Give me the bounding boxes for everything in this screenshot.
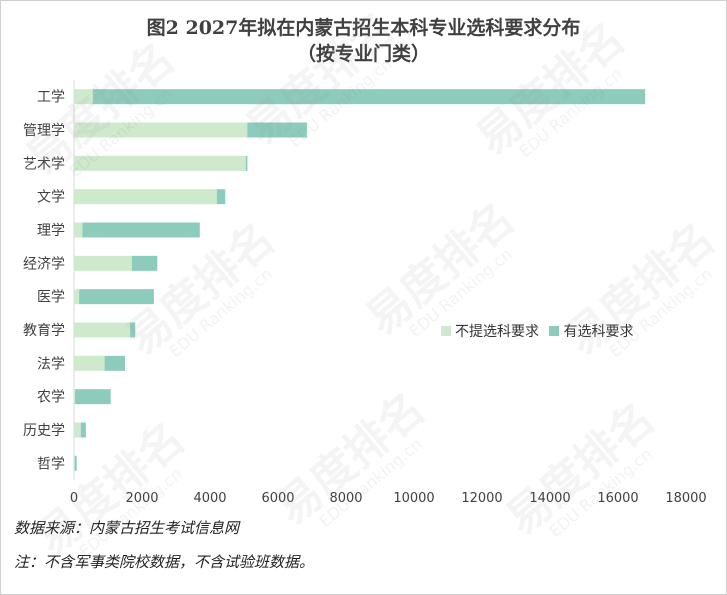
bar-segment [104,355,125,371]
bar-segment [74,89,93,105]
bar-segment [82,222,200,238]
bar-segment [247,122,307,138]
category-label: 法学 [37,356,65,372]
bar-segment [130,322,136,338]
legend-swatch-no-requirement [441,326,451,336]
bar-segment [216,189,226,205]
bar-segment [74,322,131,338]
bar-segment [74,222,83,238]
bar-segment [74,289,80,305]
x-tick-label: 18000 [665,491,706,506]
source-note: 数据来源：内蒙古招生考试信息网 [14,519,240,537]
chart-legend: 不提选科要求 有选科要求 [441,321,639,341]
category-label: 文学 [37,190,65,206]
bar-segment [74,155,246,171]
legend-label-has-requirement: 有选科要求 [563,324,634,340]
bar-segment [74,355,105,371]
bar-segment [74,189,217,205]
category-label: 理学 [37,223,65,239]
x-tick-label: 12000 [461,491,502,506]
category-label: 农学 [37,390,65,406]
legend-item-has-requirement: 有选科要求 [549,321,633,341]
bar-segment [245,155,248,171]
bar-segment [74,122,248,138]
category-label: 经济学 [23,256,65,272]
category-label: 管理学 [23,123,65,139]
bar-segment [80,422,86,438]
x-tick-label: 16000 [597,491,638,506]
bar-segment [92,89,646,105]
bar-segment [74,422,81,438]
bar-segment [74,389,76,405]
category-label: 医学 [37,290,65,306]
category-label: 艺术学 [23,156,65,172]
legend-label-no-requirement: 不提选科要求 [455,324,539,340]
bar-segment [74,455,75,471]
bar-segment [79,289,154,305]
legend-item-no-requirement: 不提选科要求 [441,321,539,341]
x-tick-label: 6000 [261,491,294,506]
bar-segment [75,389,111,405]
x-tick-label: 8000 [329,491,362,506]
x-tick-label: 4000 [193,491,226,506]
x-tick-label: 0 [70,491,78,506]
category-label: 教育学 [23,323,65,339]
bar-segment [74,255,132,271]
category-label: 历史学 [23,423,65,439]
bar-segment [74,455,77,471]
category-label: 哲学 [37,456,65,472]
category-label: 工学 [37,90,65,106]
x-tick-label: 10000 [393,491,434,506]
remark-note: 注：不含军事类院校数据，不含试验班数据。 [14,553,315,571]
legend-swatch-has-requirement [549,326,560,336]
x-tick-label: 14000 [529,491,570,506]
chart-subtitle: （按专业门类） [296,43,430,65]
x-tick-label: 2000 [125,491,158,506]
bar-segment [131,255,158,271]
chart-title: 图2 2027年拟在内蒙古招生本科专业选科要求分布 [146,17,581,39]
